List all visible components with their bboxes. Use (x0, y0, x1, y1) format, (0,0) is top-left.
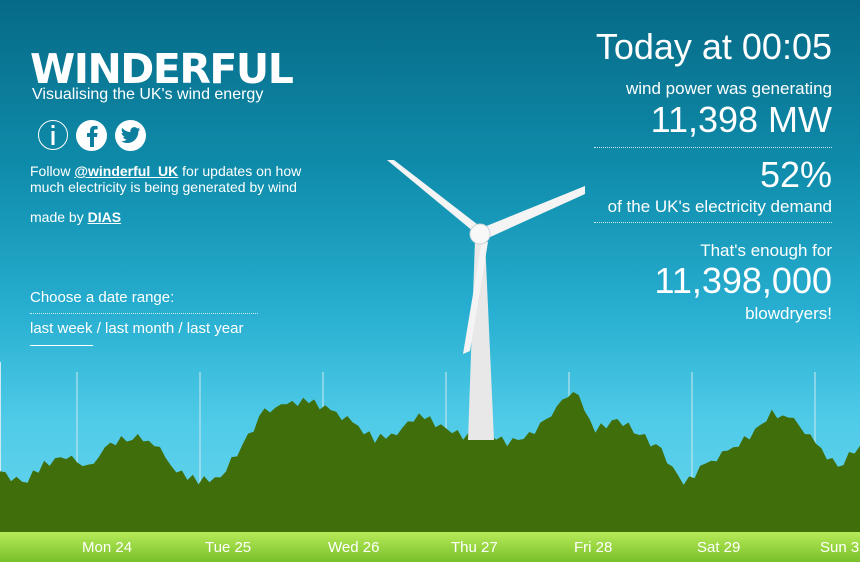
day-axis: Mon 24 Tue 25 Wed 26 Thu 27 Fri 28 Sat 29 Sun … (82, 539, 859, 556)
ground-strip (0, 532, 860, 562)
day-label: Wed 26 (328, 539, 379, 556)
social-icons (38, 120, 146, 151)
generating-label: wind power was generating (625, 79, 832, 98)
range-divider (30, 313, 258, 314)
range-option-last-month[interactable]: last month (105, 320, 175, 337)
enough-label: That's enough for (700, 241, 832, 260)
twitter-handle-link[interactable]: @winderful_UK (74, 163, 179, 179)
generating-value: 11,398 MW (650, 99, 832, 140)
follow-suffix: for updates on how much electricity is b… (30, 163, 302, 195)
wind-generation-area (0, 392, 860, 532)
day-label: Sun 3 (820, 539, 859, 556)
stats-divider (594, 222, 832, 223)
blowdryer-label: blowdryers! (745, 304, 832, 323)
demand-label: of the UK's electricity demand (607, 197, 832, 216)
turbine-blade (484, 186, 585, 238)
turbine-hub (469, 223, 491, 245)
day-label: Mon 24 (82, 539, 132, 556)
day-label: Thu 27 (451, 539, 498, 556)
turbine-rotor (387, 160, 585, 354)
day-label: Tue 25 (205, 539, 251, 556)
brand-subtitle: Visualising the UK's wind energy (32, 86, 264, 103)
dias-link[interactable]: DIAS (87, 209, 122, 225)
twitter-icon[interactable] (115, 120, 146, 151)
turbine-blade (387, 160, 482, 232)
follow-text: Follow @winderful_UK for updates on how … (30, 163, 315, 195)
info-icon[interactable] (38, 120, 68, 150)
range-separator: / (174, 320, 187, 337)
blowdryer-count: 11,398,000 (654, 260, 832, 301)
date-range-options: last week / last month / last year (30, 320, 244, 346)
day-label: Sat 29 (697, 539, 740, 556)
range-separator: / (92, 320, 106, 337)
credit-text: made by DIAS (30, 209, 121, 225)
stats-divider (594, 147, 832, 148)
date-range-label: Choose a date range: (30, 289, 175, 306)
facebook-icon[interactable] (76, 120, 107, 151)
follow-prefix: Follow (30, 163, 75, 179)
demand-percent: 52% (759, 154, 832, 195)
day-label: Fri 28 (574, 539, 612, 556)
turbine-blade (463, 240, 488, 354)
range-option-last-week[interactable]: last week (30, 320, 93, 346)
wind-turbine (387, 160, 585, 440)
current-time-heading: Today at 00:05 (595, 26, 832, 67)
brand-title: WINDERFUL (30, 45, 294, 93)
range-option-last-year[interactable]: last year (186, 320, 244, 337)
credit-prefix: made by (30, 209, 88, 225)
